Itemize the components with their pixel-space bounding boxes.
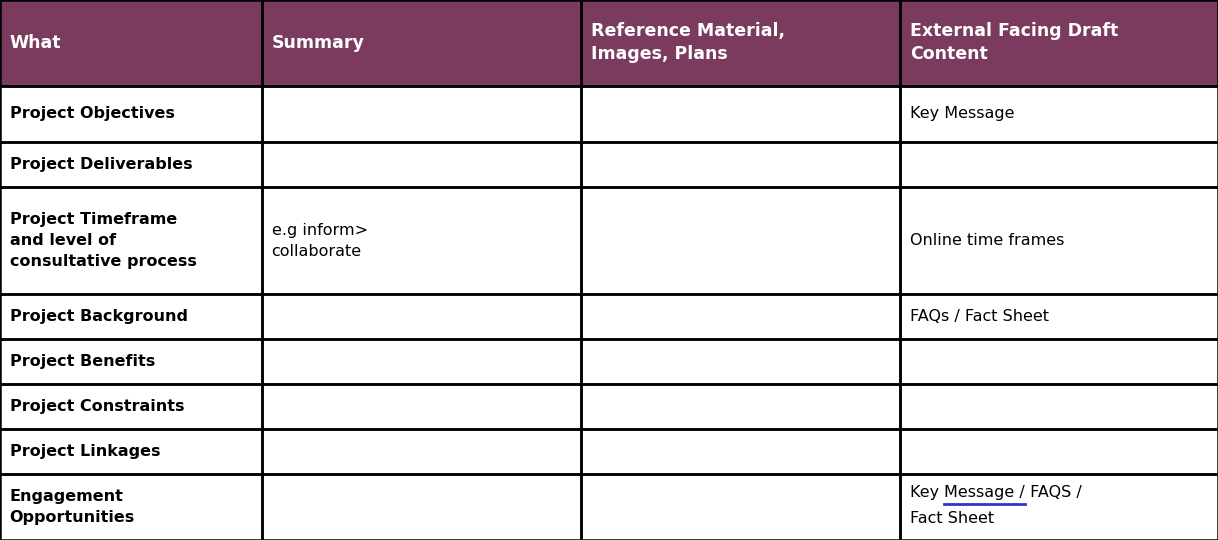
Text: Reference Material,
Images, Plans: Reference Material, Images, Plans — [591, 23, 784, 63]
Bar — [262, 429, 581, 474]
Text: What: What — [10, 34, 61, 52]
Bar — [0, 294, 262, 339]
Bar — [0, 86, 262, 142]
Text: Summary: Summary — [272, 34, 364, 52]
Text: Key: Key — [910, 485, 944, 500]
Text: Project Constraints: Project Constraints — [10, 399, 184, 414]
Bar — [900, 339, 1218, 384]
Bar — [900, 0, 1218, 86]
Bar — [262, 0, 581, 86]
Bar — [900, 384, 1218, 429]
Bar — [262, 294, 581, 339]
Text: Message /: Message / — [944, 485, 1024, 500]
Text: Project Deliverables: Project Deliverables — [10, 157, 192, 172]
Text: FAQS /: FAQS / — [1024, 485, 1082, 500]
Bar — [262, 384, 581, 429]
Bar — [0, 142, 262, 187]
Bar — [262, 474, 581, 540]
Text: External Facing Draft
Content: External Facing Draft Content — [910, 23, 1118, 63]
Text: Project Background: Project Background — [10, 309, 188, 324]
Bar — [0, 384, 262, 429]
Bar — [581, 187, 900, 294]
Bar — [0, 474, 262, 540]
Bar — [0, 429, 262, 474]
Text: Online time frames: Online time frames — [910, 233, 1065, 248]
Text: Project Timeframe
and level of
consultative process: Project Timeframe and level of consultat… — [10, 212, 196, 269]
Bar — [581, 384, 900, 429]
Text: Engagement
Opportunities: Engagement Opportunities — [10, 489, 135, 525]
Text: Project Objectives: Project Objectives — [10, 106, 174, 122]
Bar — [900, 142, 1218, 187]
Bar — [262, 86, 581, 142]
Text: Project Linkages: Project Linkages — [10, 444, 161, 459]
Text: e.g inform>
collaborate: e.g inform> collaborate — [272, 222, 368, 259]
Bar — [900, 429, 1218, 474]
Bar — [0, 187, 262, 294]
Bar — [0, 339, 262, 384]
Bar — [900, 294, 1218, 339]
Bar — [581, 86, 900, 142]
Text: Project Benefits: Project Benefits — [10, 354, 155, 369]
Bar — [262, 339, 581, 384]
Bar — [900, 86, 1218, 142]
Bar — [581, 429, 900, 474]
Text: Key Message: Key Message — [910, 106, 1015, 122]
Bar — [900, 474, 1218, 540]
Text: FAQs / Fact Sheet: FAQs / Fact Sheet — [910, 309, 1049, 324]
Bar — [581, 339, 900, 384]
Bar — [581, 142, 900, 187]
Bar — [0, 0, 262, 86]
Text: Fact Sheet: Fact Sheet — [910, 511, 994, 526]
Bar — [581, 0, 900, 86]
Bar — [262, 142, 581, 187]
Bar — [900, 187, 1218, 294]
Bar — [262, 187, 581, 294]
Bar — [581, 474, 900, 540]
Bar — [581, 294, 900, 339]
